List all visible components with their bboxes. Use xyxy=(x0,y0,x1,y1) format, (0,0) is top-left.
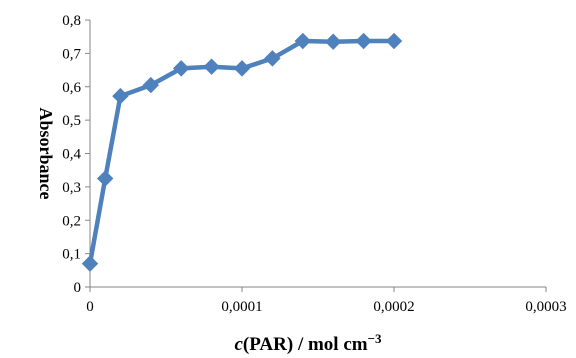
data-point-marker xyxy=(112,87,129,105)
x-axis-title: c(PAR) / mol cm−3 xyxy=(234,331,382,356)
axes xyxy=(85,19,547,292)
x-tick-label: 0,0001 xyxy=(221,299,262,315)
y-axis-title: Absorbance xyxy=(36,107,56,199)
data-point-marker xyxy=(355,32,372,50)
data-point-marker xyxy=(324,33,342,50)
data-point-marker xyxy=(142,76,160,94)
y-tick-label: 0,7 xyxy=(62,46,81,62)
y-tick-label: 0,6 xyxy=(62,80,81,96)
data-point-marker xyxy=(385,32,403,50)
y-tick-label: 0,1 xyxy=(62,247,81,263)
y-tick-label: 0,8 xyxy=(62,13,81,29)
data-point-marker xyxy=(264,50,281,67)
x-axis-title-italic: c xyxy=(234,334,243,355)
y-tick-label: 0 xyxy=(74,280,82,296)
x-tick-label: 0,0003 xyxy=(525,299,566,315)
data-point-marker xyxy=(233,60,251,77)
y-tick-label: 0,4 xyxy=(62,147,81,163)
x-axis-title-main: (PAR) / mol cm xyxy=(243,334,368,355)
data-point-marker xyxy=(294,32,312,50)
x-tick-label: 0 xyxy=(86,299,94,315)
data-series xyxy=(81,32,403,272)
y-tick-label: 0,5 xyxy=(62,113,81,129)
x-tick-label: 0,0002 xyxy=(373,299,414,315)
data-point-marker xyxy=(172,60,190,77)
tick-labels: 0 0,1 0,2 0,3 0,4 0,5 0,6 0,7 0,8 0 0,0001 0,0002 0,… xyxy=(62,13,566,315)
y-tick-label: 0,3 xyxy=(62,180,81,196)
data-point-marker xyxy=(96,170,114,187)
data-point-marker xyxy=(203,58,220,75)
data-point-marker xyxy=(81,255,99,272)
y-tick-label: 0,2 xyxy=(62,213,81,229)
x-axis-title-sup: −3 xyxy=(368,331,382,346)
